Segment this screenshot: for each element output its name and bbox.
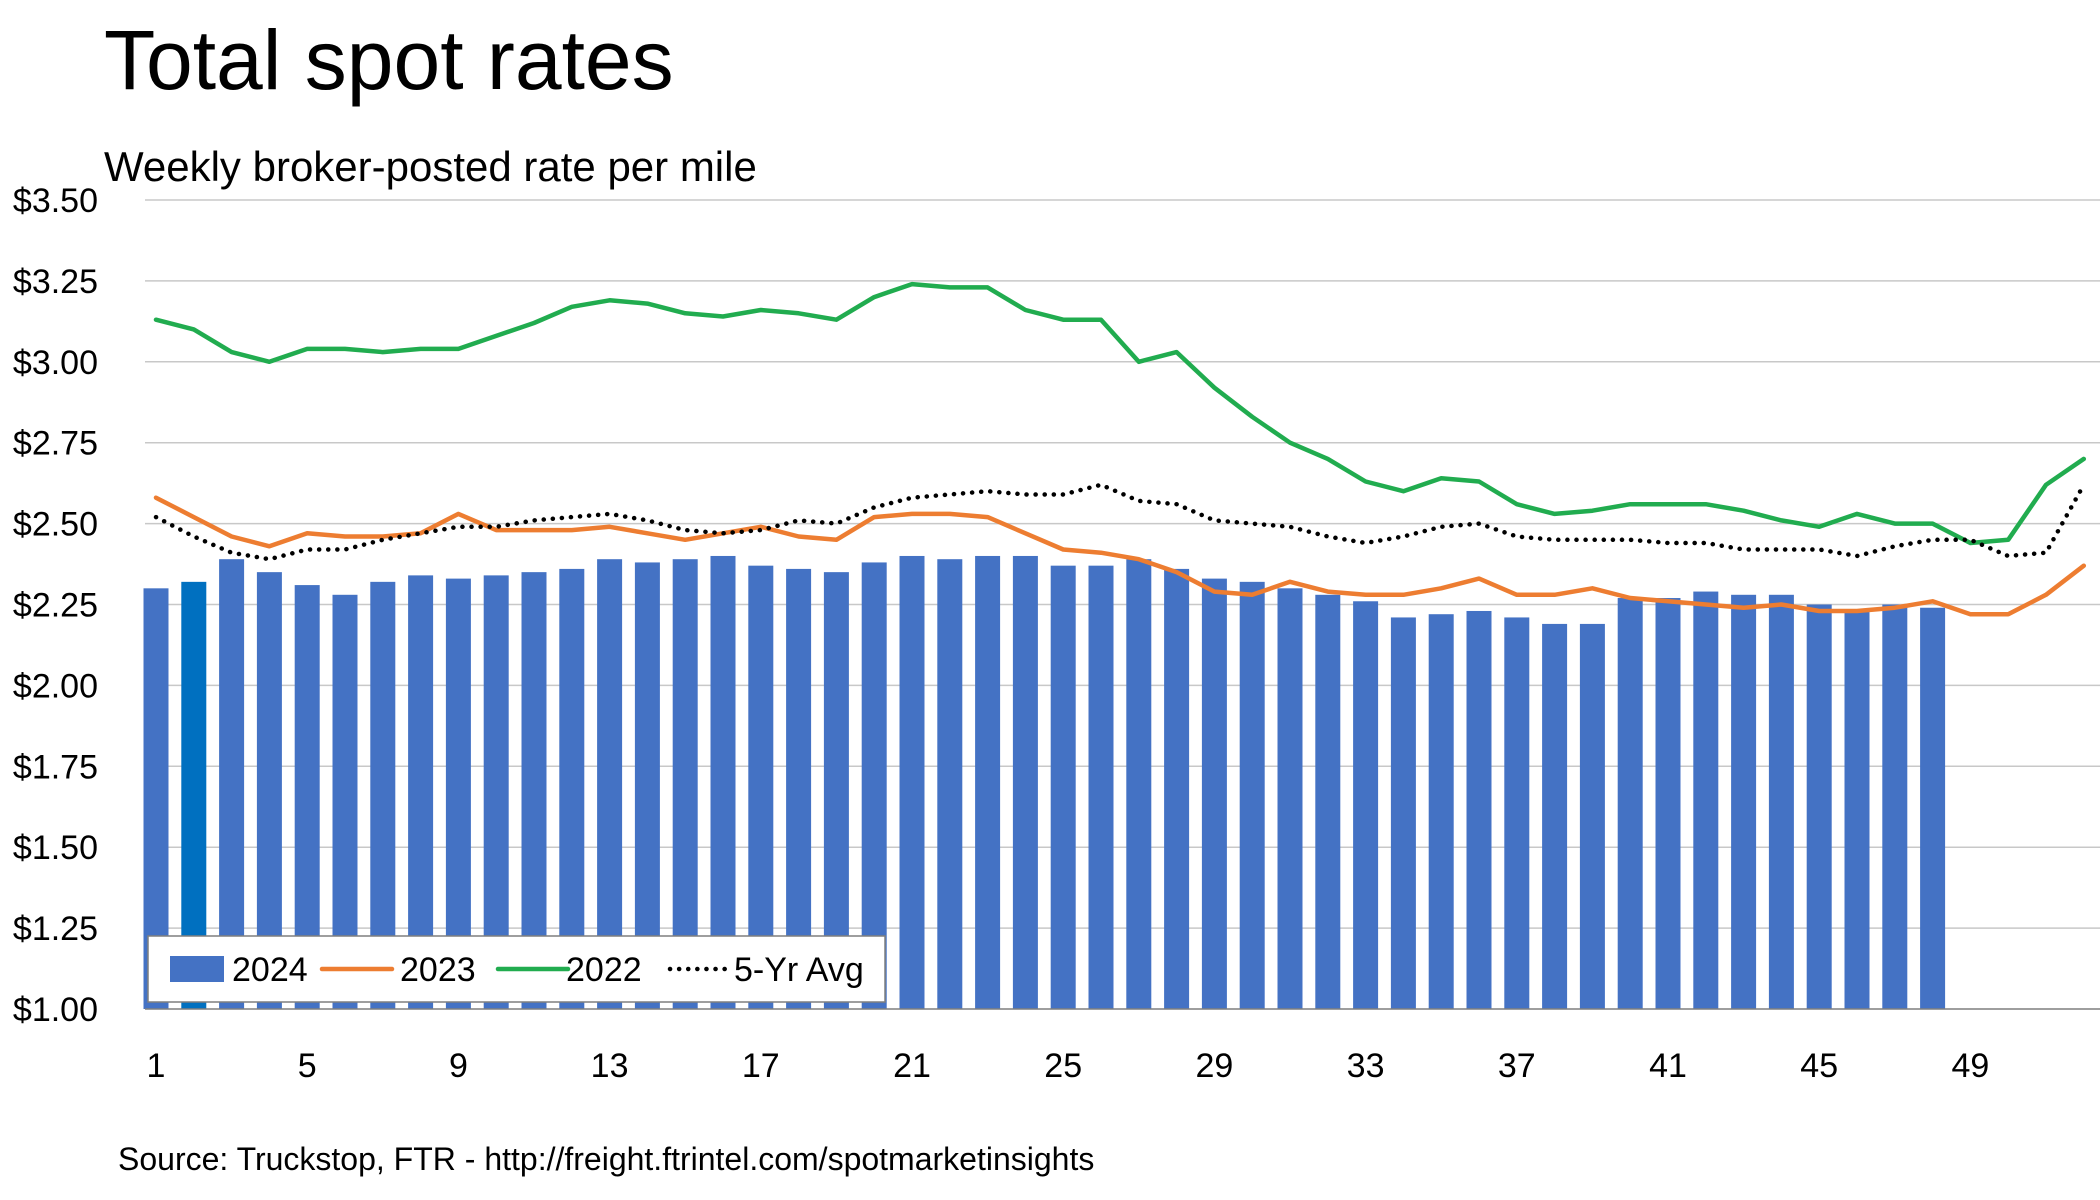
y-tick-label: $2.50	[13, 506, 98, 544]
bar-2024	[1239, 581, 1265, 1009]
bar-2024	[1579, 623, 1605, 1009]
y-tick-label: $2.25	[13, 587, 98, 625]
bar-2024	[899, 555, 925, 1009]
chart-title: Total spot rates	[104, 13, 674, 107]
bar-2024	[1390, 617, 1416, 1009]
bar-2024	[975, 555, 1001, 1009]
bar-2024	[1768, 594, 1794, 1009]
legend-item-2024: 2024	[232, 951, 308, 989]
legend-swatch-bar	[170, 956, 224, 982]
legend: 2024 2023 2022 5-Yr Avg	[147, 935, 886, 1003]
x-tick-label: 25	[1044, 1047, 1082, 1085]
bar-2024	[597, 559, 623, 1009]
line-2022	[153, 281, 2087, 546]
x-tick-label: 17	[742, 1047, 780, 1085]
axes: $1.00 $1.25 $1.50 $1.75 $2.00 $2.25 $2.50 $2.75…	[13, 182, 2100, 1085]
bar-2024	[861, 562, 887, 1009]
source-note: Source: Truckstop, FTR - http://freight.…	[118, 1141, 1095, 1177]
bar-2024	[1277, 588, 1303, 1009]
bar-2024	[1164, 568, 1190, 1009]
x-tick-label: 37	[1498, 1047, 1536, 1085]
legend-item-2023: 2023	[400, 951, 476, 989]
x-tick-label: 41	[1649, 1047, 1687, 1085]
x-tick-label: 9	[449, 1047, 468, 1085]
legend-item-5yr-avg: 5-Yr Avg	[734, 951, 864, 989]
y-tick-label: $1.50	[13, 829, 98, 867]
bar-2024	[1655, 598, 1681, 1009]
x-tick-label: 21	[893, 1047, 931, 1085]
chart-subtitle: Weekly broker-posted rate per mile	[104, 143, 757, 190]
bar-2024	[1466, 610, 1492, 1009]
bar-2024	[1693, 591, 1719, 1009]
bar-2024	[1012, 555, 1038, 1009]
line-2023	[153, 495, 2087, 617]
bar-2024	[1315, 594, 1341, 1009]
bar-2024	[710, 555, 736, 1009]
bar-2024	[1088, 565, 1114, 1009]
y-tick-label: $1.25	[13, 910, 98, 948]
bar-2024	[1617, 598, 1643, 1009]
y-tick-label: $1.00	[13, 991, 98, 1029]
bar-2024	[219, 559, 245, 1009]
x-tick-label: 33	[1347, 1047, 1385, 1085]
x-tick-label: 5	[298, 1047, 317, 1085]
y-tick-label: $3.00	[13, 344, 98, 382]
legend-item-2022: 2022	[566, 951, 642, 989]
y-tick-label: $3.50	[13, 182, 98, 220]
x-tick-label: 13	[591, 1047, 629, 1085]
bar-2024	[1201, 578, 1227, 1009]
y-tick-label: $1.75	[13, 748, 98, 786]
bar-2024	[1504, 617, 1530, 1009]
bar-2024	[1050, 565, 1076, 1009]
bar-2024	[1920, 607, 1946, 1009]
x-tick-label: 45	[1800, 1047, 1838, 1085]
bar-2024	[1806, 604, 1832, 1009]
bar-2024	[1882, 604, 1908, 1009]
bar-2024	[1126, 559, 1152, 1009]
bar-2024	[1844, 610, 1870, 1009]
bar-2024	[1731, 594, 1757, 1009]
bar-2024	[672, 559, 698, 1009]
x-tick-label: 1	[147, 1047, 166, 1085]
bar-2024	[1542, 623, 1568, 1009]
y-tick-label: $3.25	[13, 263, 98, 301]
x-tick-label: 49	[1951, 1047, 1989, 1085]
series-lines	[153, 281, 2087, 617]
bar-2024	[937, 559, 963, 1009]
bar-2024	[634, 562, 660, 1009]
bar-2024	[1353, 601, 1379, 1009]
y-tick-label: $2.00	[13, 667, 98, 705]
bar-2024	[1428, 614, 1454, 1009]
bar-2024	[748, 565, 774, 1009]
x-tick-label: 29	[1195, 1047, 1233, 1085]
y-tick-label: $2.75	[13, 425, 98, 463]
